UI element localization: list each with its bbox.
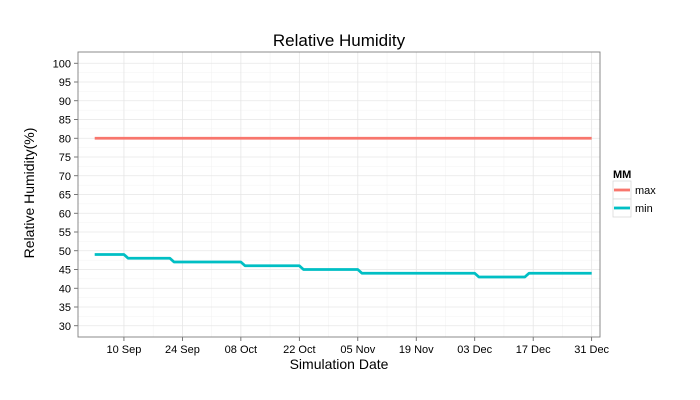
- y-tick-label: 55: [59, 227, 71, 239]
- y-tick-label: 45: [59, 265, 71, 277]
- y-tick-label: 60: [59, 208, 71, 220]
- y-tick-label: 100: [53, 58, 71, 70]
- legend-label-min: min: [635, 203, 653, 215]
- y-axis-title: Relative Humidity(%): [21, 128, 37, 259]
- grid-lines: [78, 52, 600, 337]
- y-tick-label: 30: [59, 321, 71, 333]
- y-tick-label: 90: [59, 96, 71, 108]
- x-tick-label: 19 Nov: [399, 344, 434, 356]
- x-tick-label: 24 Sep: [165, 344, 200, 356]
- y-tick-label: 85: [59, 115, 71, 127]
- series-lines: [94, 136, 592, 279]
- x-tick-label: 31 Dec: [574, 344, 609, 356]
- chart-title: Relative Humidity: [273, 31, 406, 50]
- x-tick-label: 22 Oct: [283, 344, 315, 356]
- y-tick-label: 75: [59, 152, 71, 164]
- series-line-min: [94, 253, 592, 279]
- x-tick-label: 08 Oct: [225, 344, 257, 356]
- y-tick-label: 35: [59, 302, 71, 314]
- x-tick-label: 17 Dec: [516, 344, 551, 356]
- y-tick-label: 40: [59, 283, 71, 295]
- legend: MM max min: [612, 169, 656, 218]
- x-axis-title: Simulation Date: [290, 356, 389, 372]
- x-tick-label: 05 Nov: [340, 344, 375, 356]
- y-tick-label: 70: [59, 171, 71, 183]
- y-tick-label: 80: [59, 133, 71, 145]
- x-tick-label: 03 Dec: [457, 344, 492, 356]
- y-tick-label: 50: [59, 246, 71, 258]
- panel-border: [77, 51, 601, 338]
- legend-title: MM: [613, 169, 631, 181]
- legend-label-max: max: [635, 185, 656, 197]
- x-tick-label: 10 Sep: [106, 344, 141, 356]
- y-tick-label: 95: [59, 77, 71, 89]
- axes: 30 35 40 45 50 55 60 65 70 75 80 85 90 95 100 10 Sep 24 …: [53, 51, 610, 356]
- y-tick-label: 65: [59, 190, 71, 202]
